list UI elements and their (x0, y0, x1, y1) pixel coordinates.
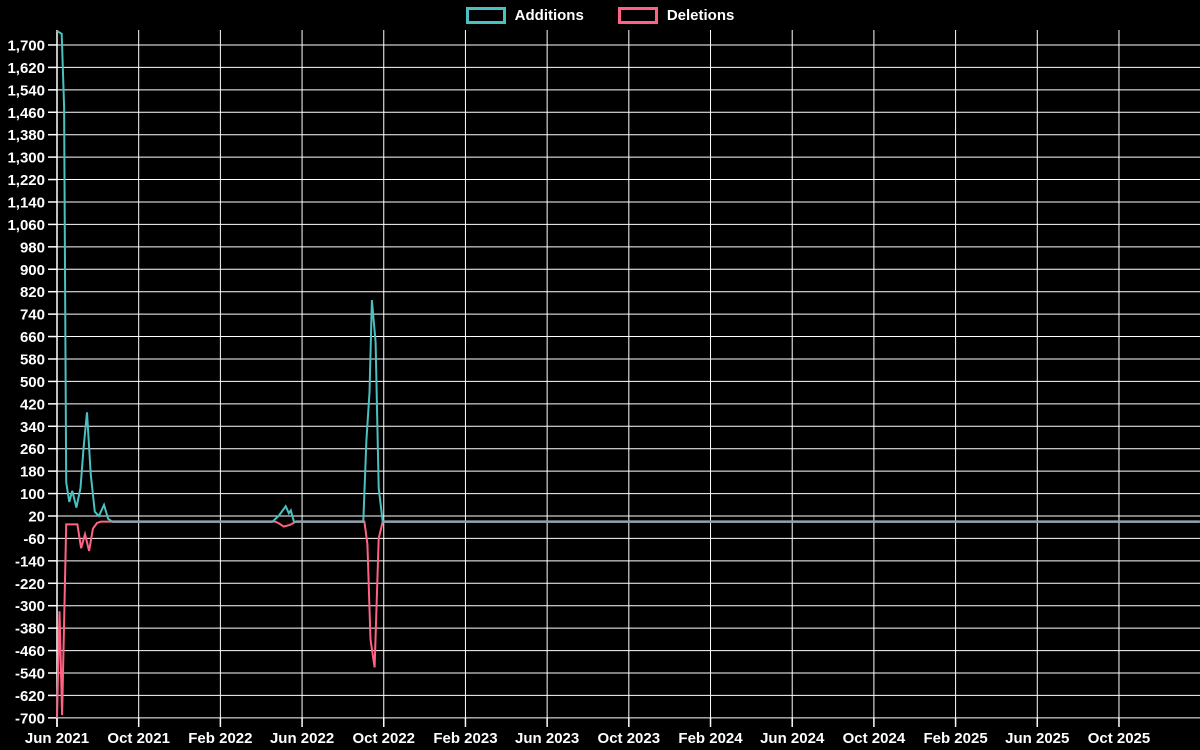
deletions-swatch-icon (617, 7, 658, 24)
y-tick-label: -300 (15, 598, 45, 615)
y-tick-label: 420 (20, 396, 45, 413)
chart-legend: Additions Deletions (0, 7, 1200, 24)
legend-deletions-label: Deletions (666, 7, 735, 24)
y-tick-label: 20 (28, 508, 45, 525)
legend-additions-label: Additions (514, 7, 584, 24)
x-tick-label: Oct 2023 (598, 730, 661, 747)
deletions-line (56, 520, 1200, 718)
legend-item-additions[interactable]: Additions (465, 7, 584, 24)
x-tick-label: Feb 2022 (188, 730, 252, 747)
y-tick-label: -540 (15, 665, 45, 682)
y-tick-label: 1,220 (7, 172, 45, 189)
additions-swatch-icon (465, 7, 506, 24)
y-tick-label: 1,060 (7, 217, 45, 234)
y-tick-label: 1,620 (7, 60, 45, 77)
additions-line (56, 30, 1200, 523)
legend-item-deletions[interactable]: Deletions (617, 7, 735, 24)
y-tick-label: 1,460 (7, 105, 45, 122)
x-tick-label: Oct 2021 (107, 730, 170, 747)
x-tick-label: Jun 2024 (760, 730, 825, 747)
y-tick-label: 500 (20, 374, 45, 391)
y-tick-label: 1,700 (7, 37, 45, 54)
y-tick-label: 900 (20, 262, 45, 279)
x-tick-label: Jun 2021 (25, 730, 89, 747)
y-tick-label: -620 (15, 688, 45, 705)
y-tick-label: 1,300 (7, 150, 45, 167)
y-tick-label: 180 (20, 464, 45, 481)
y-tick-label: 1,540 (7, 82, 45, 99)
x-tick-label: Feb 2023 (433, 730, 497, 747)
x-tick-label: Jun 2023 (515, 730, 579, 747)
y-tick-label: 1,140 (7, 194, 45, 211)
y-tick-label: -700 (15, 710, 45, 727)
y-tick-label: -60 (23, 531, 45, 548)
y-tick-label: 660 (20, 329, 45, 346)
x-tick-label: Oct 2022 (352, 730, 415, 747)
y-tick-label: 1,380 (7, 127, 45, 144)
y-tick-label: 980 (20, 239, 45, 256)
y-tick-label: 100 (20, 486, 45, 503)
y-tick-label: 260 (20, 441, 45, 458)
x-tick-label: Jun 2025 (1005, 730, 1069, 747)
y-tick-label: 580 (20, 351, 45, 368)
x-tick-label: Jun 2022 (270, 730, 334, 747)
y-tick-label: 340 (20, 419, 45, 436)
x-tick-label: Oct 2024 (843, 730, 906, 747)
y-tick-label: 820 (20, 284, 45, 301)
y-tick-label: -140 (15, 553, 45, 570)
y-tick-label: -460 (15, 643, 45, 660)
y-tick-label: -380 (15, 621, 45, 638)
x-tick-label: Oct 2025 (1088, 730, 1151, 747)
x-tick-label: Feb 2025 (923, 730, 987, 747)
y-tick-label: 740 (20, 307, 45, 324)
y-tick-label: -220 (15, 576, 45, 593)
x-tick-label: Feb 2024 (678, 730, 743, 747)
